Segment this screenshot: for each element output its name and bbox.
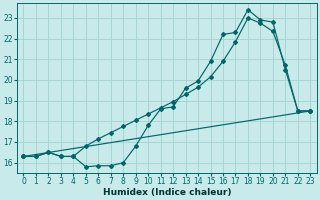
X-axis label: Humidex (Indice chaleur): Humidex (Indice chaleur): [103, 188, 231, 197]
